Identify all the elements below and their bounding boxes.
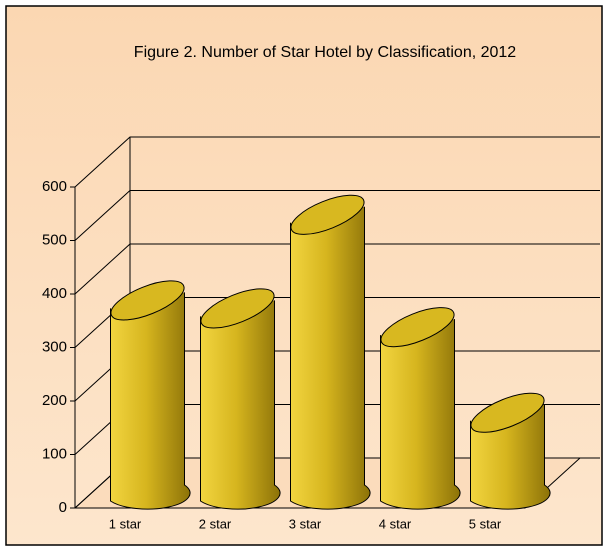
grid-line <box>74 190 600 241</box>
x-tick-label: 5 star <box>469 516 502 531</box>
bar-top <box>470 392 545 433</box>
bar <box>470 392 551 510</box>
bar-body <box>200 300 281 510</box>
x-tick-label: 2 star <box>199 516 232 531</box>
grid-line <box>74 136 600 188</box>
x-tick-label: 4 star <box>379 516 412 531</box>
bar <box>110 280 191 510</box>
bar-body <box>290 206 371 510</box>
bar-body <box>110 292 191 510</box>
grid-line <box>74 243 600 295</box>
y-tick-label: 300 <box>42 338 67 355</box>
bar-top <box>200 288 275 329</box>
y-tick-label: 100 <box>42 445 67 462</box>
bar-body <box>380 319 461 510</box>
bar <box>200 288 281 510</box>
chart-title: Figure 2. Number of Star Hotel by Classi… <box>133 44 517 61</box>
y-tick-label: 0 <box>59 499 67 516</box>
x-tick-label: 1 star <box>109 516 142 531</box>
y-tick-label: 200 <box>42 392 67 409</box>
x-tick-label: 3 star <box>289 516 322 531</box>
bar-top <box>110 280 185 321</box>
bar-top <box>290 194 365 235</box>
bar-top <box>380 307 455 348</box>
bar <box>290 194 371 510</box>
bar <box>380 307 461 510</box>
y-tick-label: 400 <box>42 285 67 302</box>
y-tick-label: 500 <box>42 231 67 248</box>
y-tick-label: 600 <box>42 178 67 195</box>
